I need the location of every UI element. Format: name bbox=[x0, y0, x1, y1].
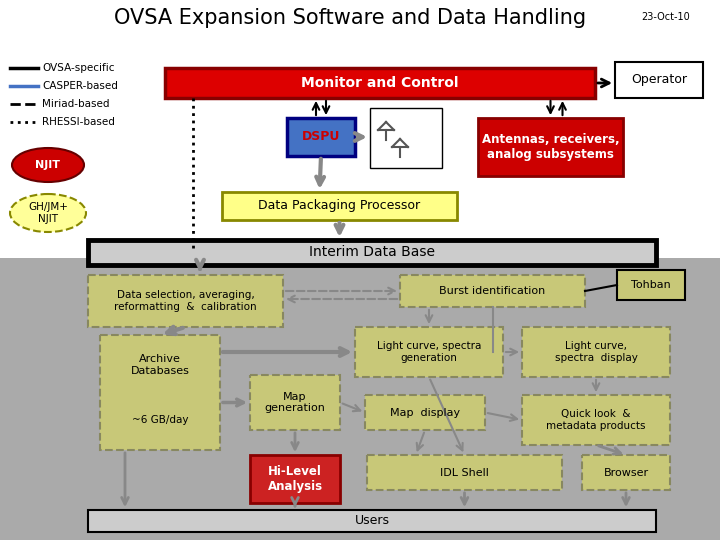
Text: Browser: Browser bbox=[603, 468, 649, 477]
Text: IDL Shell: IDL Shell bbox=[440, 468, 489, 477]
Text: Hi-Level
Analysis: Hi-Level Analysis bbox=[267, 465, 323, 493]
Bar bbox=[367, 455, 562, 490]
Bar bbox=[88, 275, 283, 327]
Bar bbox=[222, 192, 457, 220]
Text: Miriad-based: Miriad-based bbox=[42, 99, 109, 109]
Text: Monitor and Control: Monitor and Control bbox=[301, 76, 459, 90]
Ellipse shape bbox=[12, 148, 84, 182]
Text: Operator: Operator bbox=[631, 73, 687, 86]
Text: GH/JM+
NJIT: GH/JM+ NJIT bbox=[28, 202, 68, 224]
Text: Archive
Databases: Archive Databases bbox=[130, 354, 189, 376]
Text: CASPER-based: CASPER-based bbox=[42, 81, 118, 91]
Text: RHESSI-based: RHESSI-based bbox=[42, 117, 115, 127]
Text: Interim Data Base: Interim Data Base bbox=[309, 246, 435, 260]
Text: DSPU: DSPU bbox=[302, 131, 340, 144]
Bar bbox=[522, 327, 670, 377]
Text: Quick look  &
metadata products: Quick look & metadata products bbox=[546, 409, 646, 431]
Bar bbox=[355, 327, 503, 377]
Bar bbox=[88, 510, 656, 532]
Bar bbox=[250, 455, 340, 503]
Bar bbox=[617, 270, 685, 300]
Bar bbox=[370, 108, 442, 168]
Text: Users: Users bbox=[354, 515, 390, 528]
Text: Tohban: Tohban bbox=[631, 280, 671, 290]
Text: Data selection, averaging,
reformatting  &  calibration: Data selection, averaging, reformatting … bbox=[114, 290, 257, 312]
Text: Data Packaging Processor: Data Packaging Processor bbox=[258, 199, 420, 213]
Text: 23-Oct-10: 23-Oct-10 bbox=[642, 12, 690, 22]
Bar bbox=[582, 455, 670, 490]
Bar bbox=[615, 62, 703, 98]
Bar bbox=[365, 395, 485, 430]
Text: Antennas, receivers,
analog subsystems: Antennas, receivers, analog subsystems bbox=[482, 133, 619, 161]
Text: NJIT: NJIT bbox=[35, 160, 60, 170]
Text: Light curve, spectra
generation: Light curve, spectra generation bbox=[377, 341, 481, 363]
Text: Light curve,
spectra  display: Light curve, spectra display bbox=[554, 341, 637, 363]
Text: OVSA Expansion Software and Data Handling: OVSA Expansion Software and Data Handlin… bbox=[114, 8, 586, 28]
Ellipse shape bbox=[10, 194, 86, 232]
Bar bbox=[250, 375, 340, 430]
Text: Map
generation: Map generation bbox=[264, 392, 325, 413]
Bar bbox=[400, 275, 585, 307]
Bar bbox=[478, 118, 623, 176]
Bar bbox=[522, 395, 670, 445]
Bar bbox=[287, 118, 355, 156]
Text: Burst identification: Burst identification bbox=[439, 286, 546, 296]
Bar bbox=[100, 335, 220, 450]
Text: OVSA-specific: OVSA-specific bbox=[42, 63, 114, 73]
Bar bbox=[165, 68, 595, 98]
Bar bbox=[88, 240, 656, 265]
Text: Map  display: Map display bbox=[390, 408, 460, 417]
Bar bbox=[0, 258, 720, 540]
Text: ~6 GB/day: ~6 GB/day bbox=[132, 415, 188, 425]
